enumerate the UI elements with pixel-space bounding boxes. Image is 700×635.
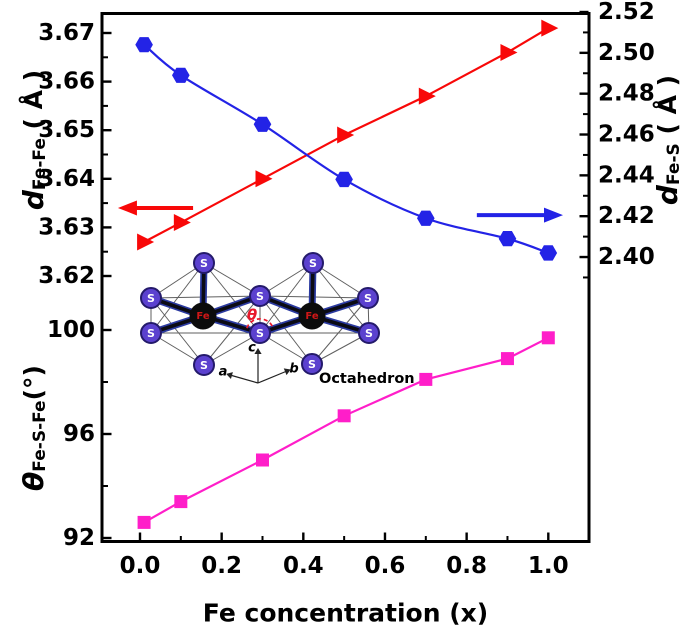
inset-fe-atom — [189, 302, 217, 330]
inset-s-atom — [249, 285, 271, 307]
inset-s-atom — [302, 252, 324, 274]
marker-hexagon — [135, 37, 153, 53]
right-tick-label: 2.48 — [598, 81, 655, 107]
right-tick-label: 2.50 — [598, 40, 655, 66]
marker-hexagon — [539, 245, 558, 261]
inset-s-atom-label: S — [256, 327, 264, 340]
inset-fe-atom — [298, 302, 326, 330]
marker-triangle-right — [500, 43, 518, 61]
inset-theta-arc — [245, 318, 275, 329]
inset-s-atom-label: S — [147, 292, 155, 305]
inset-s-atom — [301, 353, 323, 375]
inset-axis-a-line — [229, 374, 259, 384]
marker-square — [337, 409, 351, 423]
marker-square — [419, 372, 433, 386]
marker-triangle-right — [173, 214, 191, 232]
inset-s-atom — [357, 287, 379, 309]
x-tick-label: 1.0 — [528, 553, 569, 579]
marker-triangle-right — [418, 87, 436, 105]
inset-wire-edge — [203, 295, 261, 366]
theta-tick-label: 96 — [63, 421, 95, 447]
inset-axis-a-label: a — [219, 365, 228, 380]
inset-s-atom — [193, 252, 215, 274]
marker-square — [541, 331, 555, 345]
inset-wire-edge — [259, 262, 314, 334]
inset-axis-c-arrowhead — [254, 348, 262, 354]
inset-wire-edge — [311, 297, 369, 365]
right-tick-label: 2.46 — [598, 122, 655, 148]
right-tick-label: 2.42 — [598, 203, 655, 229]
inset-s-atom — [140, 287, 162, 309]
inset-axis-b-label: b — [289, 362, 298, 377]
x-tick-label: 0.0 — [120, 553, 161, 579]
right-tick-label: 2.40 — [598, 244, 655, 270]
x-tick-label: 0.8 — [446, 553, 487, 579]
marker-square — [174, 495, 188, 509]
marker-square — [137, 515, 151, 529]
theta-tick-label: 92 — [63, 525, 95, 551]
left-top-tick-label: 3.67 — [38, 20, 95, 46]
marker-hexagon — [172, 67, 190, 83]
inset-theta-symbol: θ — [247, 306, 257, 324]
marker-hexagon — [253, 116, 272, 132]
inset-axis-c-label: c — [248, 341, 256, 356]
x-tick-label: 0.6 — [365, 553, 406, 579]
left-top-tick-label: 3.63 — [38, 214, 95, 240]
left-axis-pointer-arrow-head — [117, 200, 137, 216]
inset-s-atom — [358, 322, 380, 344]
inset-axis-a-arrowhead — [226, 372, 233, 380]
x-tick-label: 0.4 — [283, 553, 324, 579]
inset-wire-edge — [259, 295, 313, 365]
inset-s-atom-label: S — [364, 292, 372, 305]
theta-tick-label: 100 — [47, 317, 95, 343]
marker-hexagon — [335, 171, 353, 188]
inset-s-atom — [193, 354, 215, 376]
inset-s-atom-label: S — [200, 257, 208, 270]
marker-square — [255, 453, 269, 467]
inset-s-atom-label: S — [256, 290, 264, 303]
inset-wire-edge — [150, 297, 205, 366]
marker-hexagon — [417, 210, 435, 226]
inset-octahedron-diagram: S S S S S S S S S S Fe Fe θ c a b Octahedron — [140, 252, 415, 387]
right-axis-title: dFe-S ( Å ) — [651, 75, 685, 205]
inset-axis-b-line — [257, 370, 288, 384]
right-axis-pointer-arrow-head — [543, 207, 563, 223]
inset-s-atom-label: S — [365, 327, 373, 340]
inset-fe-atom-label: Fe — [305, 311, 318, 322]
left-top-tick-label: 3.64 — [38, 166, 95, 192]
left-top-tick-label: 3.62 — [38, 263, 95, 289]
x-tick-label: 0.2 — [201, 553, 242, 579]
marker-triangle-right — [541, 19, 559, 37]
marker-square — [500, 352, 514, 366]
inset-axis-b-arrowhead — [283, 368, 291, 376]
plot-frame — [100, 12, 591, 543]
marker-triangle-right — [137, 233, 155, 251]
inset-fe-atom-label: Fe — [196, 311, 209, 322]
left-bottom-axis-title: θFe-S-Fe(°) — [17, 365, 51, 491]
marker-triangle-right — [337, 126, 355, 144]
inset-s-atom — [140, 322, 162, 344]
x-axis-title: Fe concentration (x) — [203, 599, 488, 628]
inset-caption: Octahedron — [319, 371, 415, 387]
inset-s-atom — [249, 322, 271, 344]
marker-triangle-right — [255, 170, 273, 188]
left-top-tick-label: 3.65 — [38, 117, 95, 143]
marker-hexagon — [498, 231, 517, 247]
right-tick-label: 2.52 — [598, 0, 655, 25]
inset-s-atom-label: S — [308, 358, 316, 371]
inset-s-atom-label: S — [147, 327, 155, 340]
left-top-axis-title: dFe-Fe ( Å ) — [17, 70, 51, 210]
inset-s-atom-label: S — [200, 359, 208, 372]
right-tick-label: 2.44 — [598, 162, 655, 188]
inset-s-atom-label: S — [309, 257, 317, 270]
left-top-tick-label: 3.66 — [38, 69, 95, 95]
